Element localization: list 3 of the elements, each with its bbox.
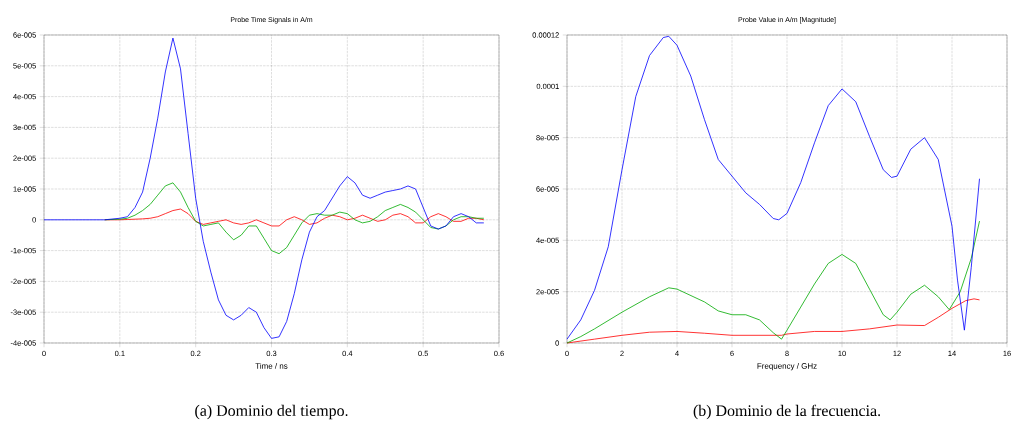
text: (b) Dominio de la frecuencia. xyxy=(693,404,881,420)
text: (a) Dominio del tiempo. xyxy=(195,404,348,420)
line-series xyxy=(566,220,980,344)
